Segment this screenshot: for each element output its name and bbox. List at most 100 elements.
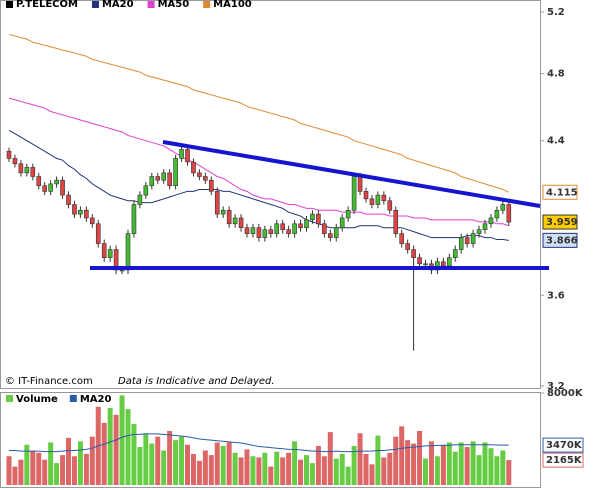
candle-body [179, 149, 184, 159]
price-frame [0, 0, 541, 389]
volume-bar [345, 466, 351, 485]
candle-body [387, 200, 393, 211]
candle-body [54, 179, 59, 185]
volume-bar [119, 395, 125, 485]
candle-body [72, 204, 77, 215]
candle-body [399, 233, 405, 244]
volume-bar [71, 456, 77, 485]
volume-bar [208, 455, 214, 485]
legend-label: P.TELECOM [16, 0, 78, 10]
candle-body [262, 229, 268, 238]
candle-body [161, 172, 166, 181]
volume-bar [494, 456, 500, 485]
volume-bar [268, 466, 274, 485]
volume-bar [274, 451, 280, 485]
volume-bar [298, 459, 304, 485]
volume-bar [292, 441, 298, 485]
volume-bar [309, 463, 315, 485]
candle-body [185, 149, 190, 163]
legend-swatch [147, 1, 155, 8]
candle-body [66, 194, 71, 205]
candle-body [274, 223, 280, 234]
volume-bar [440, 444, 446, 485]
candle-body [90, 217, 95, 225]
value-box [542, 232, 578, 248]
candle-body [238, 217, 244, 229]
trend-line [162, 140, 541, 208]
volume-bar [30, 450, 36, 485]
volume-bar [173, 440, 179, 485]
volume-bar [375, 435, 381, 485]
candle-body [131, 204, 137, 234]
volume-bar [137, 447, 143, 485]
volume-bar [369, 464, 375, 485]
volume-bar [333, 458, 339, 485]
candle-body [149, 176, 155, 187]
volume-bar [476, 455, 482, 485]
volume-bar [149, 443, 155, 485]
value-box [542, 214, 578, 230]
candle-body [48, 183, 53, 192]
candle-body [369, 198, 375, 205]
value-box-label: 2165K [546, 455, 583, 466]
volume-bar [66, 437, 71, 485]
volume-bar [446, 442, 452, 485]
legend-swatch [91, 1, 99, 8]
candle-body [458, 237, 464, 250]
candle-body [256, 227, 262, 238]
volume-bar [161, 450, 167, 485]
value-box [542, 452, 584, 468]
candle-body [322, 223, 327, 234]
candle-body [232, 217, 238, 225]
legend-swatch [6, 395, 13, 402]
volume-bar [417, 430, 423, 485]
candle-body [405, 243, 410, 250]
value-box [542, 437, 584, 453]
volume-bar [18, 459, 24, 485]
volume-bar [155, 436, 161, 485]
volume-bar [244, 449, 250, 485]
candle-body [78, 209, 83, 215]
candle-body [435, 261, 440, 271]
candle-body [470, 233, 476, 244]
volume-bar [77, 441, 83, 485]
candle-body [423, 263, 428, 266]
volume-bar [232, 452, 238, 485]
volume-bar [286, 452, 292, 485]
volume-bar [321, 456, 327, 485]
candle-body [107, 249, 113, 258]
volume-bar [202, 450, 208, 485]
volume-bar [423, 458, 428, 485]
volume-ma-line [9, 433, 509, 453]
candle-body [250, 227, 256, 234]
y-tick-label: 4.8 [547, 69, 565, 80]
candle-body [363, 191, 369, 200]
volume-bar [482, 442, 488, 485]
candle-body [446, 257, 452, 267]
y-tick-label: 5.2 [547, 7, 565, 18]
y-tick-label: 8000K [547, 388, 584, 399]
legend-label: MA20 [102, 0, 134, 10]
candle-body [191, 161, 196, 174]
y-tick-label: 3.2 [547, 381, 565, 392]
candle-body [226, 209, 232, 225]
candle-body [494, 209, 500, 219]
volume-bar [24, 444, 30, 485]
candle-body [411, 249, 416, 258]
legend-label: MA100 [213, 0, 252, 10]
candle-body [6, 150, 12, 159]
volume-bar [381, 457, 387, 485]
candle-body [393, 209, 399, 234]
y-tick-label: 3.6 [547, 290, 565, 301]
volume-bar [89, 436, 95, 485]
candle-body [280, 223, 286, 230]
volume-bar [48, 442, 54, 485]
volume-bar [262, 452, 268, 485]
volume-bar [315, 445, 321, 485]
volume-bar [250, 456, 256, 485]
candle-body [125, 233, 131, 271]
volume-bar [125, 409, 131, 485]
candle-body [298, 223, 303, 229]
candle-body [327, 233, 333, 238]
